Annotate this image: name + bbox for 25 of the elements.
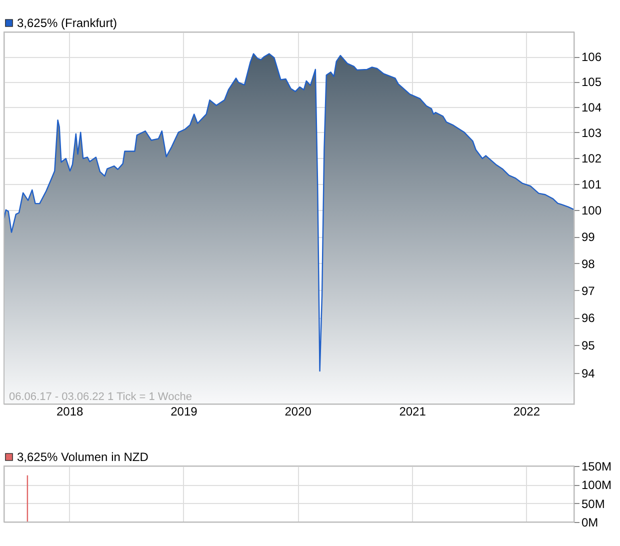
- y-tick-label: 97: [582, 284, 596, 298]
- y-tick-label: 99: [582, 230, 596, 244]
- y-tick-label: 106: [582, 50, 602, 64]
- y-tick-label: 103: [582, 126, 602, 140]
- y-tick-label: 94: [582, 366, 596, 381]
- y-tick-label: 0M: [582, 516, 598, 530]
- legend-label: 3,625% Volumen in NZD: [17, 450, 149, 464]
- y-tick-label: 96: [582, 311, 596, 326]
- y-tick-label: 100: [582, 204, 602, 218]
- annotation: 06.06.17 - 03.06.22 1 Tick = 1 Woche: [9, 391, 192, 403]
- y-tick-label: 105: [582, 75, 602, 90]
- y-tick-label: 102: [582, 151, 602, 166]
- x-tick-label: 2018: [56, 404, 84, 418]
- legend-label: 3,625% (Frankfurt): [17, 16, 118, 30]
- y-tick-label: 50M: [582, 496, 605, 511]
- y-tick-label: 95: [582, 338, 596, 353]
- x-tick-label: 2022: [513, 404, 540, 418]
- y-tick-label: 104: [582, 100, 602, 114]
- y-tick-label: 98: [582, 256, 596, 271]
- x-tick-label: 2021: [399, 404, 426, 418]
- y-tick-label: 100M: [582, 478, 612, 492]
- y-tick-label: 101: [582, 177, 602, 192]
- x-tick-label: 2019: [170, 404, 198, 418]
- y-tick-label: 150M: [582, 460, 612, 474]
- x-tick-label: 2020: [284, 404, 312, 418]
